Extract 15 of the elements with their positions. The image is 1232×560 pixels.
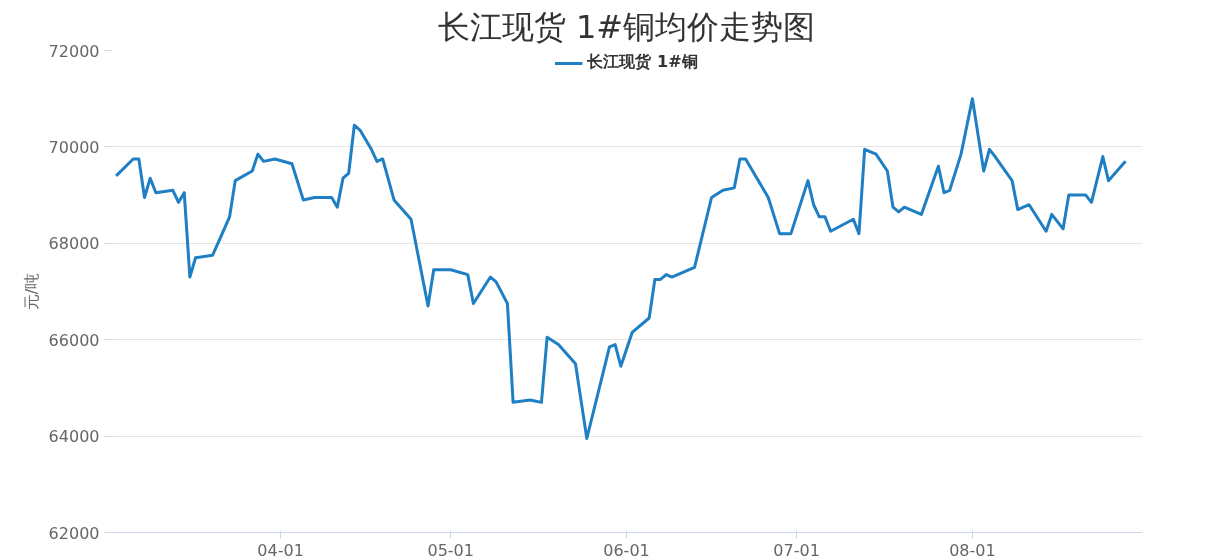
y-tick-label: 64000 — [48, 427, 100, 447]
x-tick-label: 05-01 — [427, 540, 474, 560]
y-tick-label: 66000 — [48, 330, 100, 350]
y-tick-label: 72000 — [48, 41, 100, 61]
x-tick-label: 08-01 — [949, 540, 996, 560]
x-tick-label: 07-01 — [773, 540, 820, 560]
line-series — [114, 97, 1127, 441]
x-tick-label: 06-01 — [603, 540, 650, 560]
x-tick-label: 04-01 — [257, 540, 304, 560]
y-tick-label: 70000 — [48, 137, 100, 157]
legend-label: 长江现货 1#铜 — [587, 52, 698, 73]
y-axis-title: 元/吨 — [21, 272, 41, 311]
y-tick-label: 62000 — [48, 523, 100, 543]
chart-title: 长江现货 1#铜均价走势图 — [437, 7, 816, 46]
y-tick-label: 68000 — [48, 234, 100, 254]
